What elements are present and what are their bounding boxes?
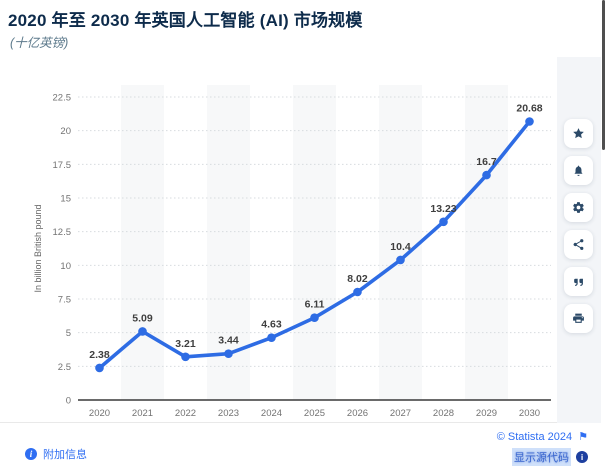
svg-text:2029: 2029 [476,408,497,419]
additional-info-label: 附加信息 [43,449,87,461]
svg-text:2023: 2023 [218,408,239,419]
svg-text:2024: 2024 [261,408,282,419]
svg-text:2022: 2022 [175,408,196,419]
svg-text:3.21: 3.21 [175,338,196,350]
svg-text:6.11: 6.11 [305,299,325,311]
svg-text:2025: 2025 [304,408,325,419]
svg-text:2028: 2028 [433,408,454,419]
svg-text:10.4: 10.4 [390,241,411,253]
show-source-link[interactable]: 显示源代码 i [512,448,588,466]
cite-button[interactable] [564,267,593,296]
copyright-label: © Statista 2024 [496,430,573,443]
svg-text:2021: 2021 [132,408,153,419]
svg-text:2020: 2020 [89,408,110,419]
star-icon [573,128,584,139]
alerts-button[interactable] [564,156,593,185]
chart-svg: 0 2.5 5 7.5 10 12.5 15 17.5 20 22.5 2020 2021 2022 20… [33,85,551,419]
svg-text:4.63: 4.63 [261,319,282,331]
svg-text:2026: 2026 [347,408,368,419]
svg-text:5.09: 5.09 [132,312,153,324]
svg-text:22.5: 22.5 [53,93,72,104]
source-info-icon: i [576,451,588,463]
svg-text:16.7: 16.7 [476,156,497,168]
quote-icon [574,278,583,286]
copyright-row[interactable]: © Statista 2024 ⚑ [496,430,588,444]
printer-icon [573,313,584,323]
svg-text:0: 0 [66,396,71,407]
settings-button[interactable] [564,193,593,222]
flag-icon: ⚑ [578,431,588,443]
svg-text:20: 20 [60,126,71,137]
svg-text:2030: 2030 [519,408,540,419]
print-button[interactable] [564,304,593,333]
svg-text:In billion British pound: In billion British pound [33,204,43,292]
svg-text:8.02: 8.02 [347,273,368,285]
svg-text:12.5: 12.5 [53,227,72,238]
svg-text:3.44: 3.44 [218,335,239,347]
page-title: 2020 年至 2030 年英国人工智能 (AI) 市场规模 [8,11,363,30]
additional-info-link[interactable]: i 附加信息 [25,446,87,462]
svg-text:2.38: 2.38 [89,349,110,361]
chart-card: 0 2.5 5 7.5 10 12.5 15 17.5 20 22.5 2020 2021 2022 20… [0,57,601,423]
svg-text:17.5: 17.5 [53,160,72,171]
svg-text:10: 10 [60,261,71,272]
svg-text:13.23: 13.23 [430,203,456,215]
svg-text:20.68: 20.68 [516,103,542,115]
svg-text:15: 15 [60,194,71,205]
share-icon [573,239,584,250]
footer-right: © Statista 2024 ⚑ 显示源代码 i [497,430,588,466]
page-subtitle: (十亿英镑) [10,36,69,50]
scrollbar-thumb[interactable] [602,0,605,150]
svg-text:5: 5 [66,328,71,339]
show-source-label: 显示源代码 [512,448,571,466]
share-button[interactable] [564,230,593,259]
svg-text:7.5: 7.5 [58,295,71,306]
svg-text:2027: 2027 [390,408,411,419]
info-icon: i [25,448,37,460]
svg-text:2.5: 2.5 [58,362,71,373]
toolbar-rail [557,57,601,423]
bell-icon [574,165,583,176]
favorite-button[interactable] [564,119,593,148]
gear-icon [573,202,584,213]
page-scrollbar[interactable] [601,0,606,475]
